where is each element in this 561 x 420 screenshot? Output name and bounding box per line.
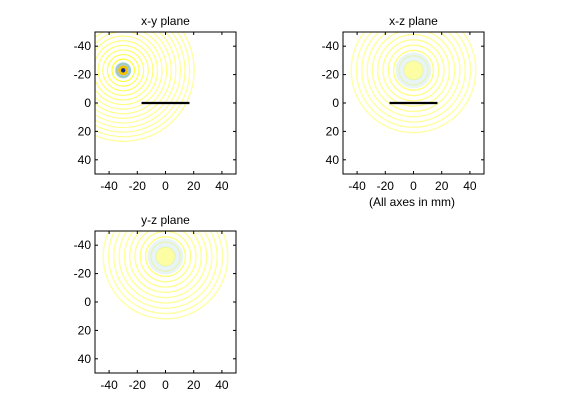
y-tick-label: -20 <box>322 68 340 82</box>
axes-unit-note: (All axes in mm) <box>369 195 455 209</box>
field-ring <box>355 32 472 129</box>
x-tick-label: -20 <box>377 179 395 193</box>
field-ring <box>106 53 140 87</box>
x-tick-label: 20 <box>187 378 201 392</box>
field-ring <box>95 32 181 129</box>
field-ring <box>102 49 145 92</box>
field-ring <box>123 231 208 299</box>
y-tick-label: 40 <box>78 153 92 167</box>
y-tick-label: -20 <box>74 68 92 82</box>
source-marker <box>156 247 175 266</box>
x-tick-label: 0 <box>162 179 169 193</box>
field-ring <box>118 231 213 304</box>
source-marker <box>121 68 126 73</box>
y-tick-label: -40 <box>74 238 92 252</box>
field-ring <box>387 44 440 97</box>
field-ring <box>129 231 202 294</box>
y-tick-label: 20 <box>78 323 92 337</box>
field-ring <box>371 32 456 113</box>
field-ring <box>95 32 168 115</box>
field-ring <box>95 35 158 106</box>
x-tick-label: 40 <box>215 179 229 193</box>
field-ring <box>95 32 186 133</box>
field-ring <box>95 32 191 138</box>
field-ring <box>361 32 466 123</box>
y-tick-label: 0 <box>84 295 91 309</box>
chart-2: -40 -20 0 20 40 -40 -20 0 20 40 x-z plane <box>322 14 485 193</box>
x-tick-label: -20 <box>129 378 147 392</box>
field-ring <box>392 49 435 91</box>
field-ring <box>95 32 177 124</box>
x-tick-label: 20 <box>435 179 449 193</box>
field-ring <box>134 231 197 288</box>
x-tick-label: -40 <box>100 378 118 392</box>
chart-title: x-z plane <box>389 14 438 28</box>
field-ring <box>144 235 187 278</box>
y-tick-label: 0 <box>84 96 91 110</box>
x-tick-label: -40 <box>100 179 118 193</box>
y-tick-label: 40 <box>78 352 92 366</box>
x-tick-label: -40 <box>348 179 366 193</box>
chart-title: x-y plane <box>141 14 190 28</box>
field-pattern <box>102 231 229 320</box>
field-ring <box>113 231 218 309</box>
x-tick-label: 40 <box>215 378 229 392</box>
field-ring <box>102 231 229 320</box>
y-tick-label: 40 <box>326 153 340 167</box>
x-tick-label: 0 <box>162 378 169 392</box>
y-tick-label: -20 <box>74 267 92 281</box>
field-ring <box>366 32 461 118</box>
field-ring <box>95 32 172 119</box>
field-ring <box>107 231 224 315</box>
y-tick-label: 20 <box>78 124 92 138</box>
y-tick-label: -40 <box>74 39 92 53</box>
field-ring <box>350 32 477 134</box>
x-tick-label: 20 <box>187 179 201 193</box>
field-ring <box>95 40 154 101</box>
x-tick-label: 0 <box>410 179 417 193</box>
field-ring <box>382 39 445 102</box>
field-ring <box>111 58 135 83</box>
field-ring <box>95 32 195 142</box>
y-tick-label: -40 <box>322 39 340 53</box>
field-pattern <box>95 32 195 142</box>
chart-1: -40 -20 0 20 40 -40 -20 0 20 40 x-y plane <box>74 14 237 193</box>
field-ring <box>95 32 163 110</box>
field-pattern <box>350 32 477 134</box>
y-tick-label: 0 <box>332 96 339 110</box>
field-ring <box>97 44 149 96</box>
chart-3: -40 -20 0 20 40 -40 -20 0 20 40 y-z plane <box>74 213 237 392</box>
y-tick-label: 20 <box>326 124 340 138</box>
x-tick-label: 40 <box>463 179 477 193</box>
chart-title: y-z plane <box>141 213 190 227</box>
source-marker <box>404 61 423 80</box>
x-tick-label: -20 <box>129 179 147 193</box>
